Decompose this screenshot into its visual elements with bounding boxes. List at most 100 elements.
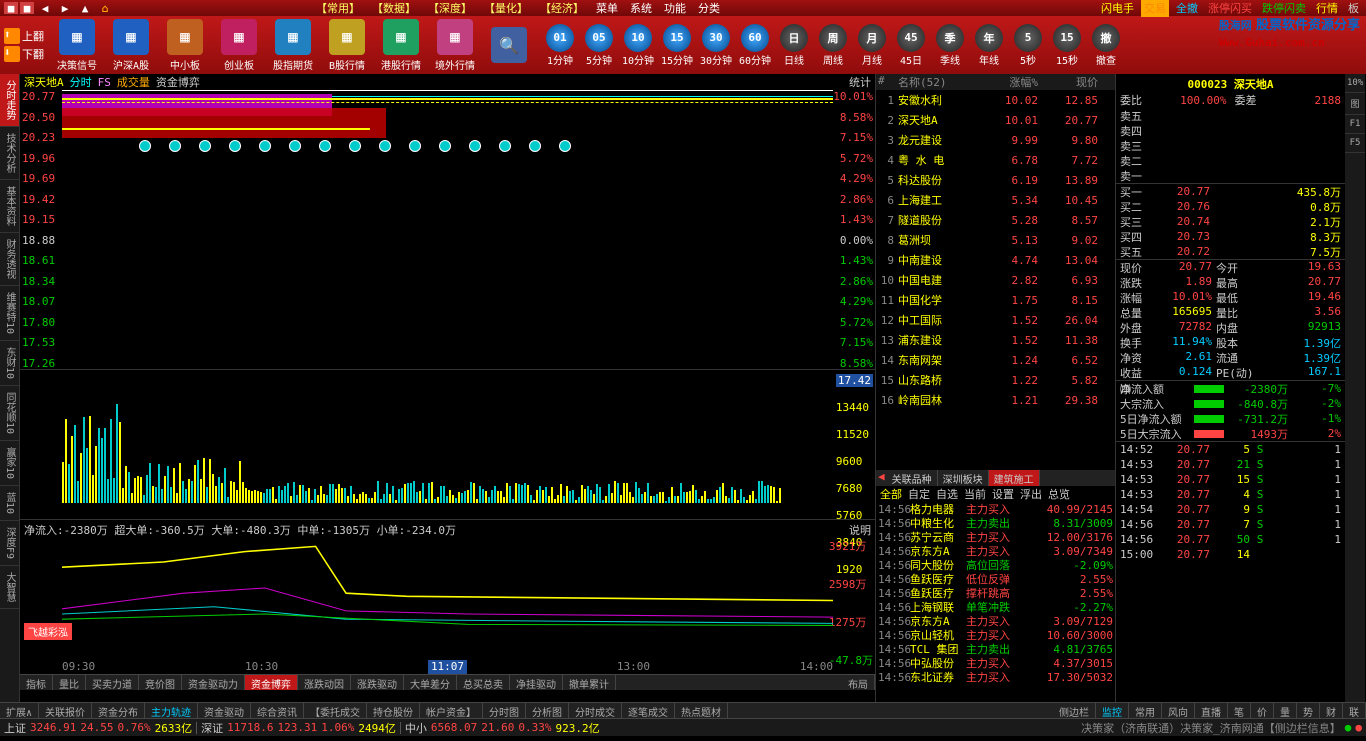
- bottom-tab[interactable]: 逐笔成交: [622, 703, 675, 718]
- timeframe-item[interactable]: 6060分钟: [737, 24, 773, 67]
- window-btn[interactable]: ■: [20, 2, 34, 14]
- window-btn[interactable]: ■: [4, 2, 18, 14]
- tool-item[interactable]: ▦港股行情: [376, 19, 426, 72]
- filter-tab[interactable]: 总览: [1048, 486, 1070, 502]
- menu-item[interactable]: 【经济】: [540, 0, 584, 16]
- stock-row[interactable]: 3龙元建设9.999.80: [876, 130, 1115, 150]
- sidebar-tab[interactable]: 财务透视: [0, 233, 19, 286]
- top-btn[interactable]: 闪电手: [1098, 0, 1137, 17]
- bottom-tab[interactable]: 综合资讯: [251, 703, 304, 718]
- timeframe-item[interactable]: 055分钟: [581, 24, 617, 67]
- filter-tab[interactable]: 当前: [964, 486, 986, 502]
- trade-row[interactable]: 14:56上海钢联单笔冲跌-2.27%: [876, 600, 1115, 614]
- chart-tab[interactable]: 涨跌驱动: [351, 675, 404, 690]
- trade-row[interactable]: 14:56鱼跃医疗低位反弹2.55%: [876, 572, 1115, 586]
- tool-item[interactable]: ▦中小板: [160, 19, 210, 72]
- scroll-down[interactable]: ⬇下翻: [4, 46, 44, 62]
- sidebar-tab[interactable]: 大智慧: [0, 566, 19, 609]
- trade-row[interactable]: 14:56格力电器主力买入40.99/2145: [876, 502, 1115, 516]
- stock-row[interactable]: 8葛洲坝5.139.02: [876, 230, 1115, 250]
- stock-row[interactable]: 12中工国际1.5226.04: [876, 310, 1115, 330]
- bottom-tab[interactable]: 热点题材: [675, 703, 728, 718]
- timeframe-item[interactable]: 011分钟: [542, 24, 578, 67]
- sidebar-tab[interactable]: 维赛特10: [0, 286, 19, 341]
- chart-tab[interactable]: 撤单累计: [563, 675, 616, 690]
- rel-tab[interactable]: 深圳板块: [938, 470, 989, 486]
- chart-tab[interactable]: 量比: [53, 675, 86, 690]
- scroll-up[interactable]: ⬆上翻: [4, 28, 44, 44]
- chart-tab[interactable]: 竞价图: [139, 675, 182, 690]
- timeframe-item[interactable]: 1010分钟: [620, 24, 656, 67]
- nav-home[interactable]: ⌂: [96, 1, 114, 15]
- menu-item[interactable]: 【深度】: [428, 0, 472, 16]
- stock-row[interactable]: 11中国化学1.758.15: [876, 290, 1115, 310]
- stock-row[interactable]: 1安徽水利10.0212.85: [876, 90, 1115, 110]
- sidebar-tab[interactable]: 蓝10: [0, 486, 19, 521]
- tool-item[interactable]: ▦境外行情: [430, 19, 480, 72]
- filter-tab[interactable]: 设置: [992, 486, 1014, 502]
- top-btn[interactable]: 交易: [1141, 0, 1169, 17]
- filter-tab[interactable]: 全部: [880, 486, 902, 502]
- stock-row[interactable]: 4粤 水 电6.787.72: [876, 150, 1115, 170]
- tool-item[interactable]: ▦创业板: [214, 19, 264, 72]
- search-tool[interactable]: 🔍: [484, 27, 534, 63]
- nav-fwd[interactable]: ▶: [56, 1, 74, 15]
- bottom-tab[interactable]: 主力轨迹: [145, 703, 198, 718]
- bottom-tab[interactable]: 【委托成交: [304, 703, 367, 718]
- timeframe-item[interactable]: 1515分钟: [659, 24, 695, 67]
- timeframe-item[interactable]: 周周线: [815, 24, 851, 67]
- timeframe-item[interactable]: 季季线: [932, 24, 968, 67]
- stock-row[interactable]: 10中国电建2.826.93: [876, 270, 1115, 290]
- stock-row[interactable]: 16岭南园林1.2129.38: [876, 390, 1115, 410]
- timeframe-item[interactable]: 1515秒: [1049, 24, 1085, 67]
- menu-item[interactable]: 【数据】: [372, 0, 416, 16]
- volume-chart[interactable]: 17.42134401152096007680576038401920: [20, 370, 875, 520]
- price-chart[interactable]: 20.7720.5020.2319.9619.6919.4219.1518.88…: [20, 90, 875, 370]
- stock-row[interactable]: 2深天地A10.0120.77: [876, 110, 1115, 130]
- menu-item[interactable]: 系统: [630, 0, 652, 16]
- rel-tab[interactable]: 关联品种: [887, 470, 938, 486]
- timeframe-item[interactable]: 3030分钟: [698, 24, 734, 67]
- sidebar-tab[interactable]: 基本资料: [0, 180, 19, 233]
- bottom-tab[interactable]: 扩展∧: [0, 703, 39, 718]
- trade-row[interactable]: 14:56同大股份高位回落-2.09%: [876, 558, 1115, 572]
- bottom-tab[interactable]: 帐户资金】: [420, 703, 483, 718]
- bottom-tab[interactable]: 分析图: [526, 703, 569, 718]
- bottom-tab[interactable]: 关联报价: [39, 703, 92, 718]
- filter-tab[interactable]: 自选: [936, 486, 958, 502]
- nav-back[interactable]: ◀: [36, 1, 54, 15]
- filter-tab[interactable]: 自定: [908, 486, 930, 502]
- trade-row[interactable]: 14:56东北证券主力买入17.30/5032: [876, 670, 1115, 684]
- trade-row[interactable]: 14:56中粮生化主力卖出8.31/3009: [876, 516, 1115, 530]
- right-tab[interactable]: 10%: [1345, 74, 1365, 93]
- sidebar-tab[interactable]: 深度F9: [0, 521, 19, 566]
- chart-tab[interactable]: 大单差分: [404, 675, 457, 690]
- menu-item[interactable]: 菜单: [596, 0, 618, 16]
- menu-item[interactable]: 功能: [664, 0, 686, 16]
- stock-row[interactable]: 7隧道股份5.288.57: [876, 210, 1115, 230]
- menu-item[interactable]: 【量化】: [484, 0, 528, 16]
- stock-row[interactable]: 15山东路桥1.225.82: [876, 370, 1115, 390]
- bottom-tab[interactable]: 资金分布: [92, 703, 145, 718]
- trade-row[interactable]: 14:56TCL 集团主力卖出4.81/3765: [876, 642, 1115, 656]
- chart-tab[interactable]: 买卖力道: [86, 675, 139, 690]
- right-tab[interactable]: F5: [1345, 134, 1365, 153]
- bottom-tab[interactable]: 分时成交: [569, 703, 622, 718]
- chart-tab[interactable]: 涨跌动因: [298, 675, 351, 690]
- rel-tab[interactable]: 建筑施工: [989, 470, 1040, 486]
- flow-chart[interactable]: 净流入:-2380万 超大单:-360.5万 大单:-480.3万 中单:-13…: [20, 520, 875, 660]
- sidebar-tab[interactable]: 技术分析: [0, 127, 19, 180]
- trade-row[interactable]: 14:56京东方A主力买入3.09/7129: [876, 614, 1115, 628]
- trade-row[interactable]: 14:56中弘股份主力买入4.37/3015: [876, 656, 1115, 670]
- bottom-tab[interactable]: 资金驱动: [198, 703, 251, 718]
- tool-item[interactable]: ▦决策信号: [52, 19, 102, 72]
- trade-row[interactable]: 14:56鱼跃医疗撑杆跳高2.55%: [876, 586, 1115, 600]
- sidebar-tab[interactable]: 东财10: [0, 341, 19, 386]
- filter-tab[interactable]: 浮出: [1020, 486, 1042, 502]
- chart-tab[interactable]: 指标: [20, 675, 53, 690]
- stock-row[interactable]: 14东南网架1.246.52: [876, 350, 1115, 370]
- timeframe-item[interactable]: 4545日: [893, 24, 929, 67]
- top-btn[interactable]: 全撤: [1173, 0, 1201, 17]
- stock-row[interactable]: 5科达股份6.1913.89: [876, 170, 1115, 190]
- chart-tab[interactable]: 资金驱动力: [182, 675, 245, 690]
